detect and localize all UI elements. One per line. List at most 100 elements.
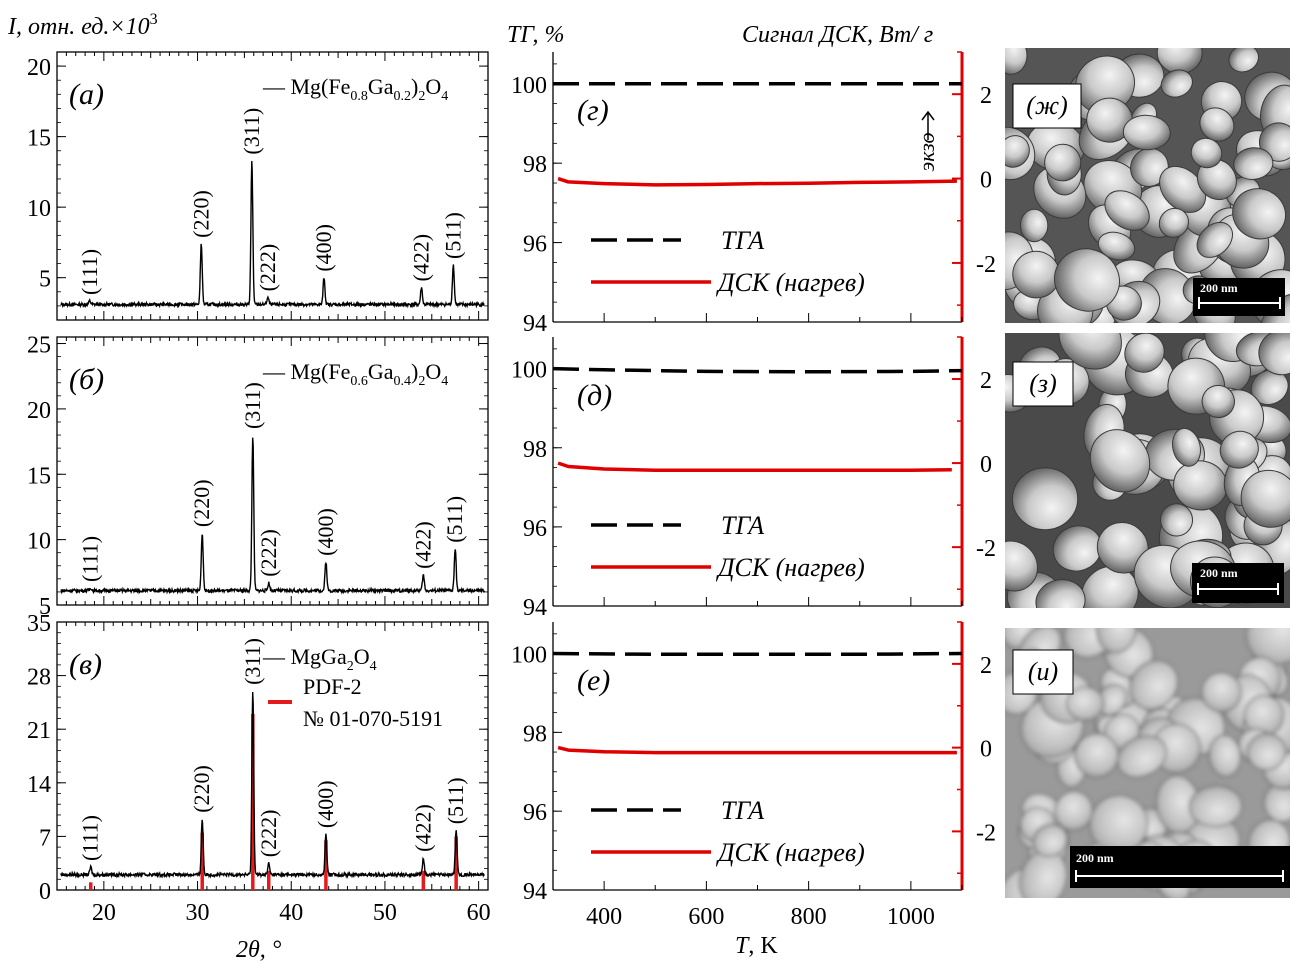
tga-curve <box>552 366 963 374</box>
peak-label: (111) <box>78 536 103 582</box>
y-tick-label: 21 <box>27 718 51 744</box>
xrd-panel-b: 25 20 15 10 5 (111) (220) (311) (222) (400) (422) (… <box>27 333 489 620</box>
sem-grain <box>1124 333 1165 373</box>
sem-label-box <box>1012 361 1074 407</box>
sem-grain <box>1258 333 1290 376</box>
sem-grain <box>1005 540 1038 592</box>
sem-grain <box>1159 503 1194 537</box>
legend-entry: — MgGa2​O4​ <box>262 644 377 674</box>
y-tick-label: 0 <box>39 879 51 905</box>
y-tick-label-right: 0 <box>980 168 992 194</box>
x-tick-label: 800 <box>791 904 827 930</box>
sem-grain <box>1116 735 1167 778</box>
sem-grain <box>1233 147 1274 180</box>
sem-grain <box>1228 48 1259 73</box>
tga-curve <box>552 651 963 657</box>
sem-grain <box>1058 333 1122 370</box>
sem-grain <box>1129 660 1179 710</box>
y-tick-label-right: 2 <box>980 653 992 679</box>
x-tick-label: 1000 <box>887 904 935 930</box>
y-tick-label-left: 96 <box>523 232 547 258</box>
peak-label: (422) <box>410 804 435 852</box>
y-tick-label: 35 <box>27 611 51 637</box>
y-tick-label-left: 96 <box>523 516 547 542</box>
legend-label-dsc: ДСК (нагрев) <box>715 838 865 867</box>
sem-grain <box>1245 628 1290 665</box>
ta-panel-d: 100 98 96 94 2 0 -2 (д) ТГА ДСК (нагрев) <box>511 336 996 621</box>
panel-label: (г) <box>577 94 609 127</box>
y-tick-label-right: 2 <box>980 83 992 109</box>
scale-bar-label: 200 nm <box>1200 566 1238 580</box>
panel-label: (б) <box>69 363 104 396</box>
x-tick-label: 20 <box>92 900 116 926</box>
sem-image-z: (з) 200 nm <box>1005 333 1290 608</box>
xrd-y-axis-label: I, отн. ед.×103 <box>7 11 158 40</box>
sem-grain <box>1097 231 1136 261</box>
peak-label: (311) <box>239 108 264 155</box>
peak-label: (111) <box>78 815 103 861</box>
scale-bar <box>1198 297 1281 309</box>
peak-label: (220) <box>189 765 214 813</box>
y-tick-label: 25 <box>27 333 51 359</box>
xrd-x-axis-label: 2θ, ° <box>236 937 282 961</box>
y-tick-label: 20 <box>27 398 51 424</box>
y-tick-label: 15 <box>27 463 51 489</box>
sem-label-box <box>1012 649 1074 695</box>
scale-bar-label: 200 nm <box>1200 281 1238 295</box>
legend-entry-reference-number: № 01-070-5191 <box>303 706 443 731</box>
y-tick-label: 5 <box>39 594 51 620</box>
peak-label: (222) <box>255 244 280 292</box>
sem-grain <box>1201 384 1235 419</box>
panel-label: (е) <box>577 664 610 697</box>
peak-label: (400) <box>311 224 336 272</box>
y-tick-label: 28 <box>27 665 51 691</box>
sem-grain <box>1160 69 1193 98</box>
y-tick-label-right: 0 <box>980 737 992 763</box>
x-tick-label: 50 <box>373 900 397 926</box>
y-tick-label-left: 100 <box>511 73 547 99</box>
panel-label: (в) <box>69 648 102 681</box>
y-tick-label: 14 <box>27 772 51 798</box>
sem-grain <box>1104 190 1150 231</box>
dsc-curve <box>557 176 957 187</box>
peak-label: (511) <box>442 496 467 543</box>
legend-entry: — Mg(Fe0.8​Ga0.2​)2​O4​ <box>262 74 448 104</box>
y-tick-label-right: -2 <box>976 536 996 562</box>
sem-grain <box>1074 733 1119 778</box>
y-tick-label-left: 98 <box>523 721 547 747</box>
y-tick-label-right: 2 <box>980 368 992 394</box>
panel-label: (а) <box>69 78 104 111</box>
tg-axis-label: ТГ, % <box>507 22 564 48</box>
x-tick-label: 600 <box>688 904 724 930</box>
y-tick-label-left: 94 <box>523 879 547 905</box>
xrd-panel-c: 35 28 21 14 7 0 20 30 40 50 60 (111) (220) (311) (222)… <box>27 611 491 926</box>
sem-label: (ж) <box>1026 91 1068 120</box>
peak-label: (422) <box>410 521 435 569</box>
dsc-curve <box>557 461 952 472</box>
peak-label: (511) <box>443 777 468 824</box>
scale-bar-label: 200 nm <box>1076 851 1114 865</box>
y-tick-label-left: 96 <box>523 800 547 826</box>
y-tick-label: 15 <box>27 126 51 152</box>
y-tick-label: 10 <box>27 196 51 222</box>
sem-grain <box>1196 221 1234 258</box>
peak-label: (222) <box>256 810 281 858</box>
y-tick-label-left: 98 <box>523 152 547 178</box>
sem-grain <box>1159 165 1207 213</box>
legend-entry-reference: PDF-2 <box>303 674 362 699</box>
y-tick-label-right: -2 <box>976 820 996 846</box>
sem-grain <box>1240 469 1290 528</box>
sem-grain <box>1089 429 1151 493</box>
sem-grain <box>1246 732 1287 771</box>
y-tick-label-left: 94 <box>523 595 547 621</box>
sem-grain <box>1201 672 1242 713</box>
scale-bar-box <box>1070 846 1290 888</box>
sem-grain <box>1005 135 1030 168</box>
legend-label-tga: ТГА <box>721 796 764 825</box>
sem-grain <box>1012 467 1079 531</box>
legend-label-dsc: ДСК (нагрев) <box>715 268 865 297</box>
sem-grain <box>1005 48 1028 75</box>
peak-label: (220) <box>188 190 213 238</box>
sem-image-zh: (ж) 200 nm <box>1005 48 1290 323</box>
xrd-panel-a: 20 15 10 5 (111) (220) (311) (222) (400) (422) (51… <box>27 51 489 321</box>
